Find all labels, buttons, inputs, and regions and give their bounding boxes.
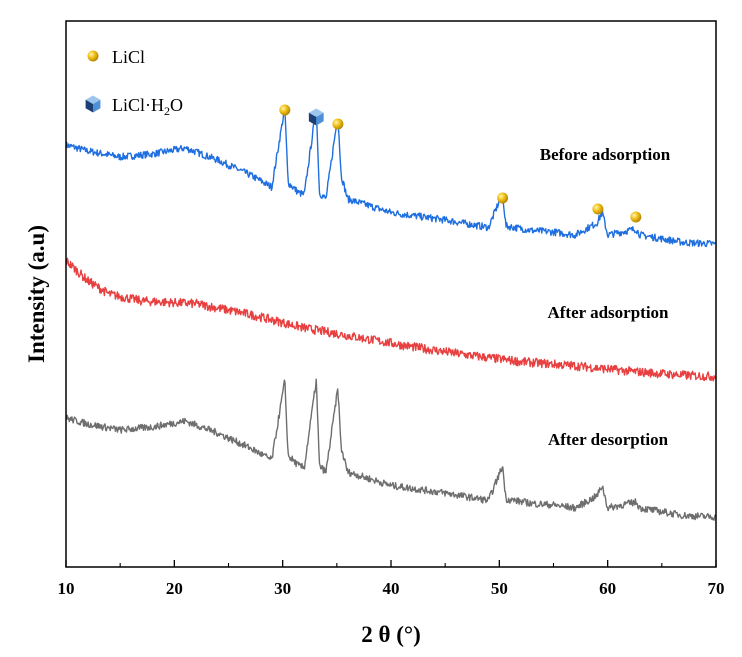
y-axis-title: Intensity (a.u) bbox=[24, 225, 49, 363]
traces-layer bbox=[65, 106, 717, 521]
peak-markers bbox=[279, 104, 642, 223]
x-axis-title: 2 θ (°) bbox=[361, 622, 421, 647]
series-line bbox=[65, 257, 717, 382]
series-label-after-desorption: After desorption bbox=[548, 430, 669, 449]
legend-label-licl-h2o: LiCl·H2O bbox=[112, 95, 183, 118]
series-label-after-adsorption: After adsorption bbox=[547, 303, 669, 322]
x-tick-label: 50 bbox=[491, 579, 508, 598]
legend-h2o-sub: 2 bbox=[164, 104, 170, 118]
x-tick-label: 60 bbox=[599, 579, 616, 598]
licl-peak-marker bbox=[279, 104, 291, 116]
x-tick-label: 30 bbox=[274, 579, 291, 598]
licl-peak-marker bbox=[332, 118, 344, 130]
legend: LiCl LiCl·H2O bbox=[85, 47, 183, 118]
x-axis-ticks: 10 20 30 40 50 60 70 bbox=[58, 560, 725, 598]
legend-h2o-main: LiCl·H bbox=[112, 95, 164, 115]
x-tick-label: 20 bbox=[166, 579, 183, 598]
licl-peak-marker bbox=[592, 203, 604, 215]
x-tick-label: 10 bbox=[58, 579, 75, 598]
licl-h2o-peak-marker bbox=[308, 108, 324, 126]
licl-peak-marker bbox=[630, 211, 642, 223]
x-tick-label: 40 bbox=[383, 579, 400, 598]
series-line bbox=[65, 106, 716, 248]
gold-sphere-icon bbox=[87, 50, 99, 62]
series-label-before: Before adsorption bbox=[540, 145, 671, 164]
series-line bbox=[65, 378, 717, 521]
legend-h2o-tail: O bbox=[170, 95, 183, 115]
licl-peak-marker bbox=[497, 192, 509, 204]
legend-label-licl: LiCl bbox=[112, 47, 145, 67]
blue-cube-icon bbox=[85, 95, 101, 113]
x-tick-label: 70 bbox=[708, 579, 725, 598]
